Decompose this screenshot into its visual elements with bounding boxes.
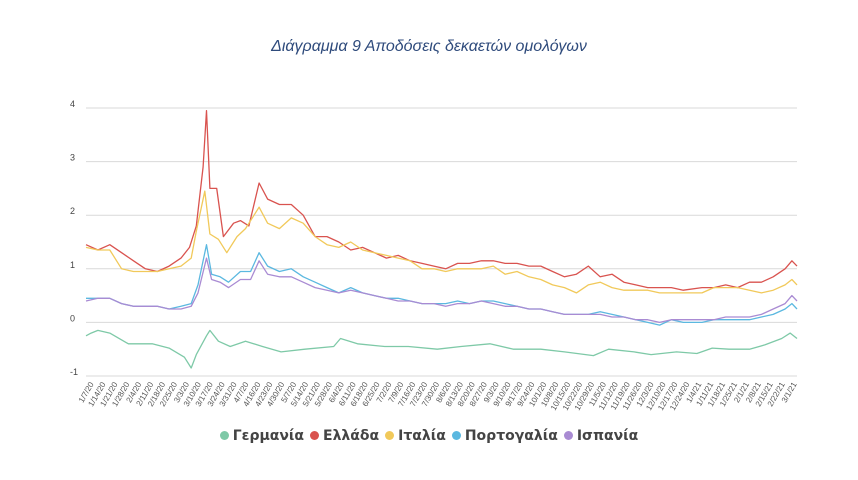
legend-label: Ελλάδα bbox=[323, 428, 380, 444]
series-line-1 bbox=[85, 110, 798, 291]
series-line-2 bbox=[85, 190, 798, 294]
grid-lines bbox=[86, 107, 797, 377]
legend-item-0: Γερμανία bbox=[219, 428, 304, 444]
y-axis-ticks: -1 0 1 2 3 4 bbox=[70, 99, 78, 377]
legend-item-1: Ελλάδα bbox=[310, 428, 379, 444]
y-tick-label: 0 bbox=[70, 313, 75, 323]
legend-item-3: Πορτογαλία bbox=[451, 428, 558, 444]
y-tick-label: 3 bbox=[70, 153, 75, 163]
legend-label: Πορτογαλία bbox=[464, 428, 558, 444]
legend-dot-icon bbox=[385, 431, 395, 440]
chart-title: Διάγραμμα 9 Αποδόσεις δεκαετών ομολόγων bbox=[271, 38, 587, 55]
legend-dot-icon bbox=[563, 431, 573, 440]
x-axis-ticks: 1/7/201/14/201/21/201/28/202/4/202/11/20… bbox=[77, 380, 799, 412]
legend-dot-icon bbox=[451, 431, 461, 440]
legend: Γερμανία Ελλάδα Ιταλία Πορτογαλία Ισπανία bbox=[0, 428, 858, 444]
legend-item-2: Ιταλία bbox=[385, 428, 446, 444]
y-tick-label: 4 bbox=[70, 99, 75, 109]
y-tick-label: 2 bbox=[70, 206, 75, 216]
legend-item-4: Ισπανία bbox=[563, 428, 639, 444]
series-line-4 bbox=[85, 257, 798, 324]
legend-label: Ιταλία bbox=[398, 428, 446, 444]
series-line-0 bbox=[85, 329, 798, 369]
y-tick-label: -1 bbox=[70, 367, 78, 377]
series-line-3 bbox=[86, 244, 798, 326]
y-tick-label: 1 bbox=[70, 260, 75, 270]
legend-label: Ισπανία bbox=[576, 428, 639, 444]
legend-dot-icon bbox=[219, 431, 229, 440]
series-lines bbox=[85, 110, 798, 369]
legend-dot-icon bbox=[310, 431, 319, 440]
legend-label: Γερμανία bbox=[232, 428, 304, 444]
